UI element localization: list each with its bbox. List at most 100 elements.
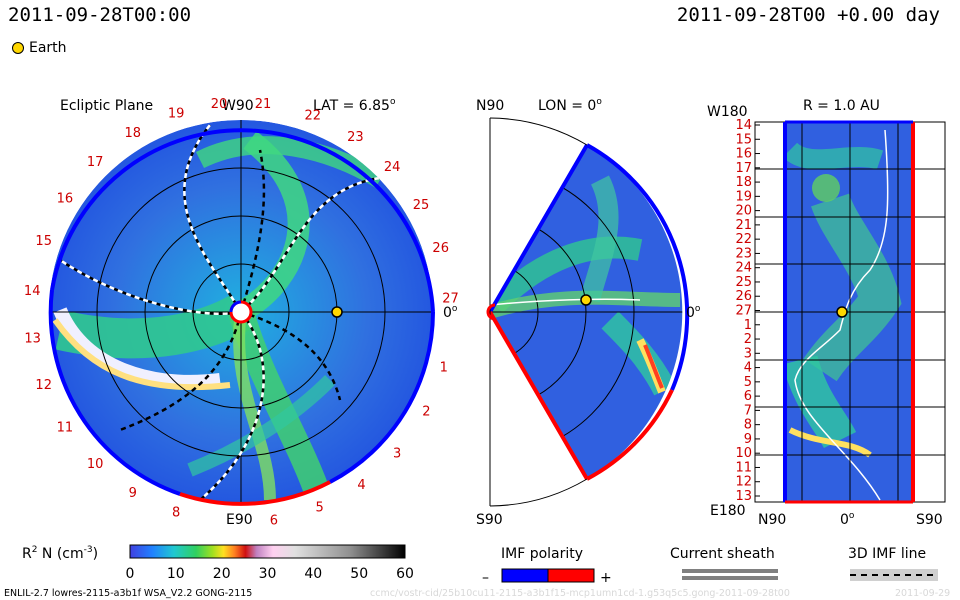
radial-y-label: 13 bbox=[735, 489, 752, 504]
radial-x-label-1: 0o bbox=[840, 511, 855, 528]
radial-y-label: 7 bbox=[744, 403, 752, 418]
carrington-label: 11 bbox=[57, 420, 74, 435]
earth-marker-ecliptic bbox=[331, 306, 343, 318]
imf-line-title: 3D IMF line bbox=[848, 546, 926, 562]
left-datetime: 2011-09-28T00:00 bbox=[8, 4, 192, 26]
carrington-label: 25 bbox=[413, 198, 430, 213]
earth-marker-meridional bbox=[580, 294, 592, 306]
colorbar-tick-label: 50 bbox=[350, 566, 368, 582]
carrington-label: 19 bbox=[168, 106, 185, 121]
ecliptic-top-label: W90 bbox=[222, 98, 254, 114]
carrington-label: 8 bbox=[172, 506, 180, 521]
carrington-label: 6 bbox=[270, 513, 278, 528]
carrington-label: 17 bbox=[87, 155, 104, 170]
footer-model-info: ENLIL-2.7 lowres-2115-a3b1f WSA_V2.2 GON… bbox=[4, 588, 252, 599]
ecliptic-title: Ecliptic Plane bbox=[60, 98, 153, 114]
current-sheath-swatch-top bbox=[682, 569, 778, 573]
radial-top-left-label: W180 bbox=[707, 104, 748, 120]
carrington-label: 12 bbox=[35, 378, 52, 393]
carrington-label: 16 bbox=[57, 192, 74, 207]
earth-legend: Earth bbox=[12, 40, 67, 56]
current-sheath-swatch-bottom bbox=[682, 576, 778, 580]
radial-y-label: 25 bbox=[735, 275, 752, 290]
radial-y-label: 15 bbox=[735, 132, 752, 147]
earth-marker-radial bbox=[836, 306, 848, 318]
colorbar-ticks: 0 10 20 30 40 50 60 bbox=[126, 566, 414, 582]
ecliptic-right-label: 0o bbox=[443, 304, 458, 321]
carrington-label: 2 bbox=[422, 405, 430, 420]
carrington-label: 26 bbox=[432, 241, 449, 256]
radial-y-label: 6 bbox=[744, 389, 752, 404]
imf-polarity-positive-swatch bbox=[547, 568, 595, 583]
footer-run-date: 2011-09-29 bbox=[895, 588, 950, 599]
radial-y-label: 4 bbox=[744, 361, 752, 376]
imf-polarity-plus: + bbox=[600, 570, 612, 586]
carrington-label: 23 bbox=[347, 130, 364, 145]
radial-y-label: 1 bbox=[744, 318, 752, 333]
carrington-label: 27 bbox=[442, 291, 459, 306]
meridional-right-label: 0o bbox=[686, 304, 701, 321]
carrington-label: 5 bbox=[316, 501, 324, 516]
colorbar bbox=[129, 544, 406, 559]
imf-polarity-negative-swatch bbox=[501, 568, 549, 583]
radial-y-label: 18 bbox=[735, 175, 752, 190]
carrington-label: 18 bbox=[125, 126, 142, 141]
radial-y-label: 10 bbox=[735, 446, 752, 461]
radial-y-label: 16 bbox=[735, 147, 752, 162]
ecliptic-lat-label: LAT = 6.85o bbox=[313, 97, 396, 114]
carrington-label: 4 bbox=[357, 478, 365, 493]
colorbar-tick-label: 30 bbox=[259, 566, 277, 582]
radial-y-label: 22 bbox=[735, 232, 752, 247]
colorbar-tick-label: 40 bbox=[304, 566, 322, 582]
colorbar-label: R2 N (cm-3) bbox=[22, 545, 98, 562]
carrington-label: 3 bbox=[393, 447, 401, 462]
imf-polarity-title: IMF polarity bbox=[501, 546, 583, 562]
radial-y-label: 14 bbox=[735, 118, 752, 133]
radial-y-label: 17 bbox=[735, 161, 752, 176]
colorbar-tick-label: 10 bbox=[167, 566, 185, 582]
carrington-label: 13 bbox=[24, 332, 41, 347]
radial-x-label-2: S90 bbox=[916, 512, 943, 528]
earth-legend-label: Earth bbox=[29, 40, 67, 56]
carrington-label: 1 bbox=[440, 360, 448, 375]
radial-y-label: 19 bbox=[735, 189, 752, 204]
carrington-label: 24 bbox=[384, 160, 401, 175]
radial-y-label: 8 bbox=[744, 418, 752, 433]
ecliptic-bottom-label: E90 bbox=[226, 512, 253, 528]
radial-y-labels: 1415161718192021222324252627123456789101… bbox=[735, 118, 752, 504]
ecliptic-panel bbox=[48, 120, 435, 506]
carrington-label: 15 bbox=[35, 234, 52, 249]
colorbar-tick-label: 0 bbox=[126, 566, 135, 582]
carrington-label: 21 bbox=[255, 97, 272, 112]
radial-y-label: 3 bbox=[744, 346, 752, 361]
carrington-label: 10 bbox=[87, 457, 104, 472]
colorbar-tick-label: 20 bbox=[213, 566, 231, 582]
earth-marker-icon bbox=[12, 42, 24, 54]
radial-y-label: 23 bbox=[735, 246, 752, 261]
radial-y-label: 21 bbox=[735, 218, 752, 233]
radial-x-label-0: N90 bbox=[758, 512, 786, 528]
radial-panel bbox=[754, 120, 946, 504]
imf-polarity-minus: – bbox=[482, 570, 489, 586]
meridional-bottom-label: S90 bbox=[476, 512, 503, 528]
meridional-lon-label: LON = 0o bbox=[538, 97, 602, 114]
carrington-label: 9 bbox=[129, 486, 137, 501]
radial-y-label: 20 bbox=[735, 204, 752, 219]
footer-run-id: ccmc/vostr-cid/25b10cu11-2115-a3b1f15-mc… bbox=[370, 588, 790, 599]
radial-y-label: 24 bbox=[735, 261, 752, 276]
radial-y-label: 11 bbox=[735, 460, 752, 475]
radial-y-label: 5 bbox=[744, 375, 752, 390]
radial-y-label: 2 bbox=[744, 332, 752, 347]
colorbar-tick-label: 60 bbox=[396, 566, 414, 582]
radial-y-label: 27 bbox=[735, 304, 752, 319]
radial-y-label: 12 bbox=[735, 475, 752, 490]
right-datetime: 2011-09-28T00 +0.00 day bbox=[676, 4, 940, 26]
radial-bottom-left-label: E180 bbox=[710, 503, 746, 519]
carrington-label: 22 bbox=[305, 109, 322, 124]
carrington-label: 14 bbox=[24, 284, 41, 299]
radial-title: R = 1.0 AU bbox=[803, 98, 880, 114]
current-sheath-title: Current sheath bbox=[670, 546, 775, 562]
radial-y-label: 26 bbox=[735, 289, 752, 304]
